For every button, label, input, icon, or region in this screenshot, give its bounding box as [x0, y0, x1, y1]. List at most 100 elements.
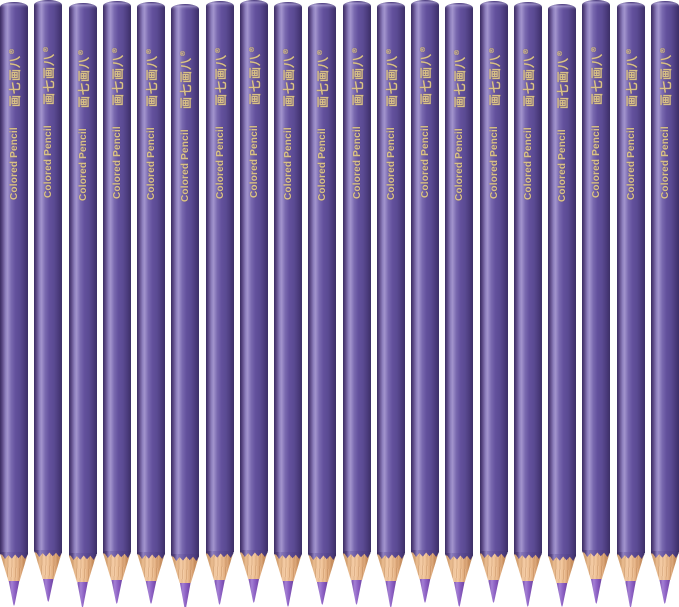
pencil: Colored Pencil 画七画八®	[582, 0, 611, 605]
registered-trademark-symbol: ®	[7, 48, 16, 55]
registered-trademark-symbol: ®	[247, 46, 256, 53]
brand-cjk-text: 画七画八	[384, 55, 399, 108]
pencil-barrel: Colored Pencil 画七画八®	[445, 3, 474, 554]
lead-point	[42, 578, 54, 602]
pencil-tip	[68, 553, 97, 607]
brand-cjk-text: 画七画八	[178, 57, 193, 110]
paint-edge	[137, 552, 165, 559]
imprint-brand-text: 画七画八®	[588, 46, 605, 105]
pencil-imprint: Colored Pencil 画七画八®	[0, 48, 28, 200]
lead-point	[179, 582, 191, 607]
pencil-barrel: Colored Pencil 画七画八®	[513, 2, 542, 553]
imprint-brand-text: 画七画八®	[417, 46, 434, 105]
pencil-tip	[616, 552, 645, 607]
lead-point	[419, 578, 431, 603]
pencil: Colored Pencil 画七画八®	[274, 2, 302, 607]
pencil-tip	[102, 551, 131, 605]
registered-trademark-symbol: ®	[76, 49, 84, 56]
pencil-barrel: Colored Pencil 画七画八®	[205, 1, 234, 552]
imprint-brand-text: 画七画八®	[382, 48, 399, 107]
lead-point	[111, 579, 123, 604]
pencil: Colored Pencil 画七画八®	[171, 4, 200, 607]
brand-cjk-text: 画七画八	[213, 54, 227, 107]
imprint-brand-text: 画七画八®	[656, 47, 673, 106]
imprint-brand-text: 画七画八®	[280, 48, 297, 107]
brand-cjk-text: 画七画八	[624, 55, 638, 108]
pencil-tip	[137, 552, 165, 605]
imprint-label-text: Colored Pencil	[8, 127, 20, 200]
imprint-label-text: Colored Pencil	[111, 126, 123, 199]
brand-cjk-text: 画七画八	[144, 55, 159, 108]
paint-edge	[0, 552, 28, 559]
pencil-tip	[239, 550, 268, 604]
imprint-label-text: Colored Pencil	[248, 125, 260, 198]
paint-edge	[342, 551, 371, 558]
lead-point	[214, 579, 225, 605]
brand-cjk-text: 画七画八	[487, 54, 501, 107]
paint-edge	[445, 553, 474, 560]
paint-edge	[239, 550, 268, 557]
lead-point	[522, 580, 534, 607]
pencil-tip	[34, 550, 63, 603]
pencil: Colored Pencil 画七画八®	[548, 4, 576, 607]
registered-trademark-symbol: ®	[624, 48, 632, 55]
brand-cjk-text: 画七画八	[350, 54, 364, 107]
lead-point	[248, 578, 260, 603]
pencil-barrel: Colored Pencil 画七画八®	[0, 2, 28, 553]
paint-edge	[34, 550, 63, 557]
lead-point	[385, 580, 397, 607]
pencil: Colored Pencil 画七画八®	[342, 1, 371, 606]
pencil-barrel: Colored Pencil 画七画八®	[308, 3, 337, 554]
paint-edge	[308, 553, 337, 560]
pencil: Colored Pencil 画七画八®	[137, 2, 165, 605]
imprint-brand-text: 画七画八®	[143, 48, 160, 107]
paint-edge	[650, 551, 679, 558]
pencil-tip	[582, 550, 611, 605]
imprint-brand-text: 画七画八®	[108, 47, 125, 106]
pencil-imprint: Colored Pencil 画七画八®	[343, 47, 371, 199]
pencil-imprint: Colored Pencil 画七画八®	[480, 47, 508, 199]
imprint-label-text: Colored Pencil	[179, 129, 191, 202]
paint-edge	[205, 551, 234, 558]
registered-trademark-symbol: ®	[418, 46, 427, 53]
imprint-label-text: Colored Pencil	[145, 127, 157, 200]
paint-edge	[479, 551, 508, 558]
lead-point	[625, 580, 636, 607]
pencil-tip	[0, 552, 28, 607]
paint-edge	[411, 550, 439, 557]
pencil-imprint: Colored Pencil 画七画八®	[206, 47, 234, 199]
lead-point	[351, 579, 362, 605]
imprint-label-text: Colored Pencil	[214, 126, 225, 199]
pencil-barrel: Colored Pencil 画七画八®	[479, 1, 508, 552]
registered-trademark-symbol: ®	[384, 48, 393, 55]
registered-trademark-symbol: ®	[178, 50, 187, 57]
pencil: Colored Pencil 画七画八®	[479, 1, 508, 604]
registered-trademark-symbol: ®	[281, 48, 290, 55]
imprint-brand-text: 画七画八®	[451, 49, 468, 108]
pencil-barrel: Colored Pencil 画七画八®	[171, 4, 200, 555]
imprint-label-text: Colored Pencil	[488, 126, 499, 199]
pencil: Colored Pencil 画七画八®	[34, 0, 63, 603]
pencil: Colored Pencil 画七画八®	[308, 3, 337, 606]
registered-trademark-symbol: ®	[315, 49, 324, 56]
paint-edge	[616, 552, 645, 559]
pencil-tip	[548, 554, 576, 607]
imprint-label-text: Colored Pencil	[625, 127, 636, 200]
imprint-brand-text: 画七画八®	[245, 46, 262, 105]
pencil-barrel: Colored Pencil 画七画八®	[34, 0, 63, 551]
pencil-imprint: Colored Pencil 画七画八®	[240, 46, 268, 198]
pencil-barrel: Colored Pencil 画七画八®	[137, 2, 165, 553]
pencil-tip	[376, 552, 405, 607]
lead-point	[590, 578, 602, 604]
pencil-barrel: Colored Pencil 画七画八®	[548, 4, 576, 555]
pencil: Colored Pencil 画七画八®	[0, 2, 28, 607]
brand-cjk-text: 画七画八	[76, 56, 90, 109]
pencil-imprint: Colored Pencil 画七画八®	[445, 49, 473, 201]
imprint-brand-text: 画七画八®	[211, 47, 228, 106]
paint-edge	[274, 552, 302, 559]
brand-cjk-text: 画七画八	[521, 55, 536, 108]
pencil-tip	[445, 553, 474, 607]
imprint-brand-text: 画七画八®	[622, 48, 639, 107]
lead-point	[145, 580, 157, 604]
